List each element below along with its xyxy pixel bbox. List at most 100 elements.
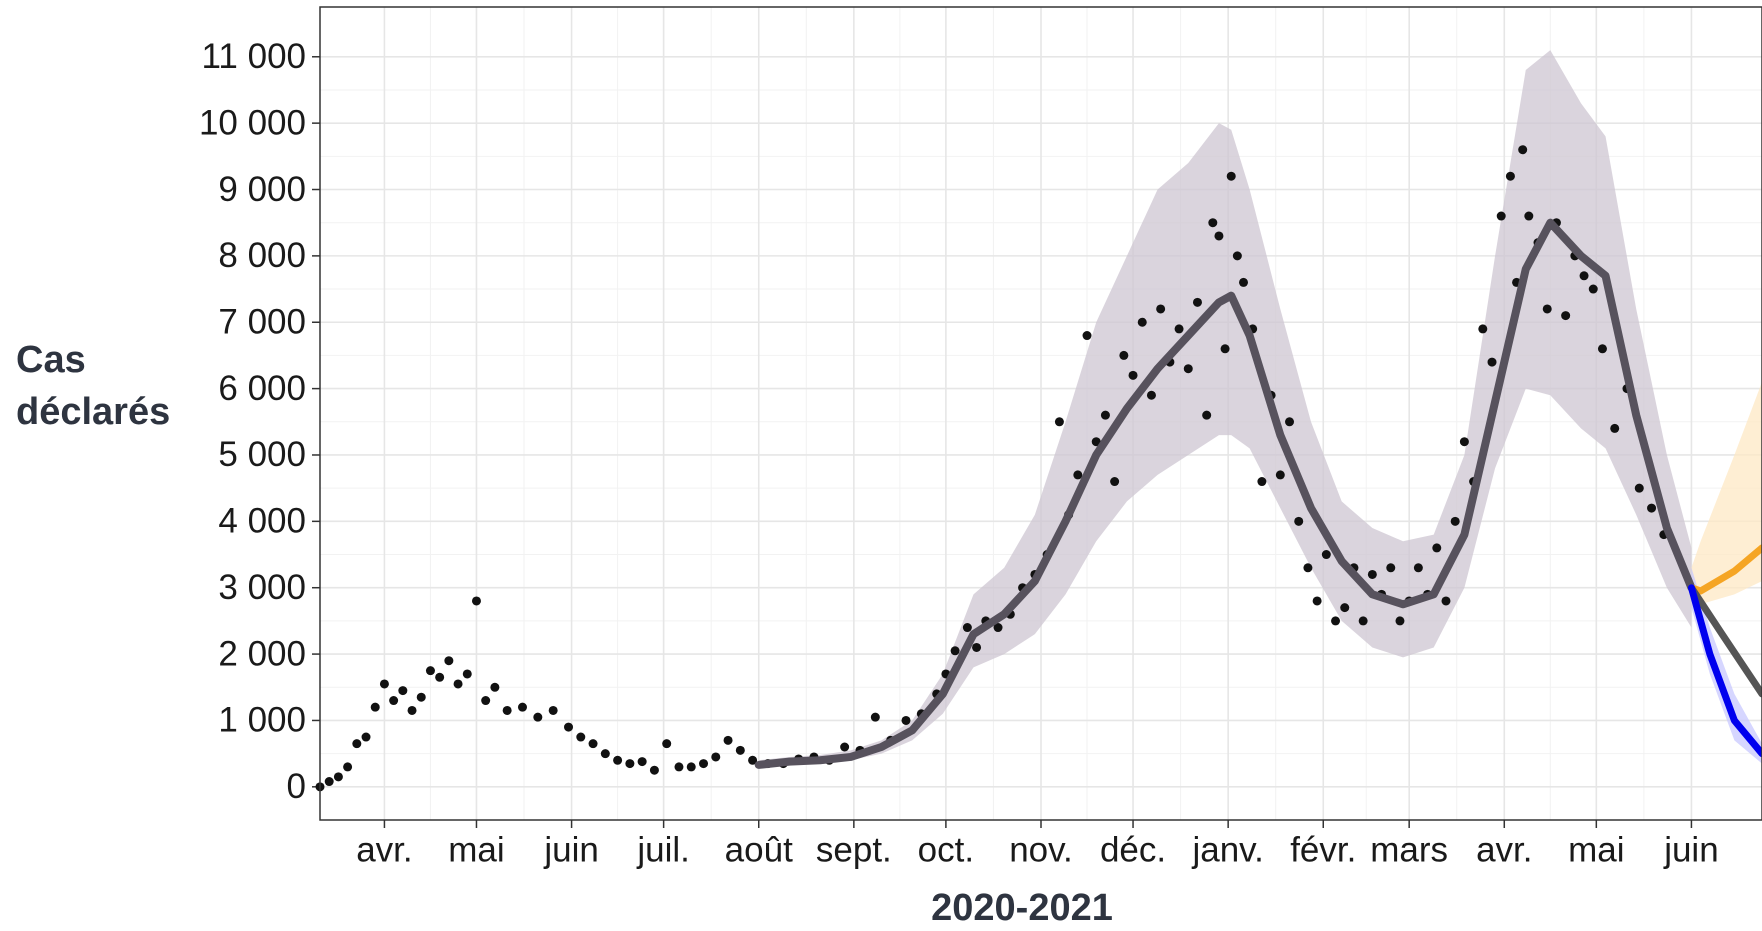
data-point [1340, 603, 1350, 613]
projection-line [1687, 584, 1762, 758]
data-point [1321, 550, 1331, 560]
x-tick-label: mai [448, 830, 504, 869]
data-point [674, 762, 684, 772]
data-point [1303, 563, 1313, 573]
data-point [600, 749, 610, 759]
data-point [1413, 563, 1423, 573]
x-tick-label: janv. [1191, 830, 1263, 869]
x-tick-label: juin [543, 830, 598, 869]
data-point [699, 759, 709, 769]
data-point [398, 686, 408, 696]
data-point [361, 732, 371, 742]
data-point [462, 669, 472, 679]
data-point [723, 735, 733, 745]
y-tick-label: 11 000 [202, 37, 306, 76]
data-point [1331, 616, 1341, 626]
data-point [1119, 350, 1129, 360]
data-point [416, 692, 426, 702]
data-point [517, 702, 527, 712]
y-tick-label: 6 000 [218, 369, 306, 408]
data-point [324, 777, 334, 787]
data-point [453, 679, 463, 689]
confidence-band [758, 50, 1692, 767]
data-point [625, 759, 635, 769]
x-tick-label: juin [1663, 830, 1718, 869]
data-point [1128, 370, 1138, 380]
data-point [711, 752, 721, 762]
data-point [1395, 616, 1405, 626]
data-point [1220, 344, 1230, 354]
data-point [1358, 616, 1368, 626]
data-point [444, 656, 454, 666]
data-point [840, 742, 850, 752]
data-point [1110, 477, 1120, 487]
data-point [490, 682, 500, 692]
data-point [1597, 344, 1607, 354]
x-tick-label: avr. [1476, 830, 1532, 869]
data-point [481, 696, 491, 706]
data-point [471, 596, 481, 606]
y-axis-title: Cas déclarés [16, 339, 171, 433]
data-point [686, 762, 696, 772]
data-point [1518, 145, 1528, 155]
y-tick-label: 2 000 [218, 634, 306, 673]
data-point [1192, 297, 1202, 307]
data-point [1232, 251, 1242, 261]
data-point [564, 722, 574, 732]
plot-border [319, 6, 1762, 821]
y-tick-label: 7 000 [218, 302, 306, 341]
data-point [637, 757, 647, 767]
data-point [1487, 357, 1497, 367]
y-tick-label: 4 000 [218, 502, 306, 541]
projection-band [1691, 567, 1762, 764]
data-point [1174, 324, 1184, 334]
data-point [1478, 324, 1488, 334]
data-point [1275, 470, 1285, 480]
data-point [370, 702, 380, 712]
data-point [1285, 417, 1295, 427]
y-tick-label: 9 000 [218, 170, 306, 209]
data-point [1226, 171, 1236, 181]
data-point [1312, 596, 1322, 606]
x-tick-label: sept. [816, 830, 892, 869]
smooth-line [754, 218, 1696, 769]
data-point [1156, 304, 1166, 314]
data-point [333, 772, 343, 782]
data-point [613, 755, 623, 765]
data-point [1208, 218, 1218, 228]
y-tick-label: 10 000 [199, 103, 306, 142]
data-point [502, 705, 512, 715]
data-point [1542, 304, 1552, 314]
data-point [748, 755, 758, 765]
data-point [1579, 271, 1589, 281]
data-point [1294, 516, 1304, 526]
x-tick-label: août [725, 830, 793, 869]
data-point [1496, 211, 1506, 221]
x-tick-label: déc. [1100, 830, 1166, 869]
data-point [1459, 437, 1469, 447]
data-point [962, 623, 972, 633]
data-point [1505, 171, 1515, 181]
data-point [649, 765, 659, 775]
data-point [1450, 516, 1460, 526]
x-tick-label: juil. [636, 830, 690, 869]
data-point [1634, 483, 1644, 493]
data-point [533, 712, 543, 722]
data-point [1524, 211, 1534, 221]
data-point [1202, 410, 1212, 420]
x-tick-label: nov. [1009, 830, 1073, 869]
y-tick-label: 3 000 [218, 568, 306, 607]
data-point [1183, 364, 1193, 374]
data-point [1257, 477, 1267, 487]
data-point [343, 762, 353, 772]
data-point [435, 672, 445, 682]
x-tick-label: oct. [918, 830, 974, 869]
projection-band [1691, 381, 1762, 608]
data-point [1214, 231, 1224, 241]
data-point [1647, 503, 1657, 513]
data-point [352, 739, 362, 749]
data-point [1432, 543, 1442, 553]
x-tick-label: avr. [356, 830, 412, 869]
data-point [662, 739, 672, 749]
data-point [1386, 563, 1396, 573]
